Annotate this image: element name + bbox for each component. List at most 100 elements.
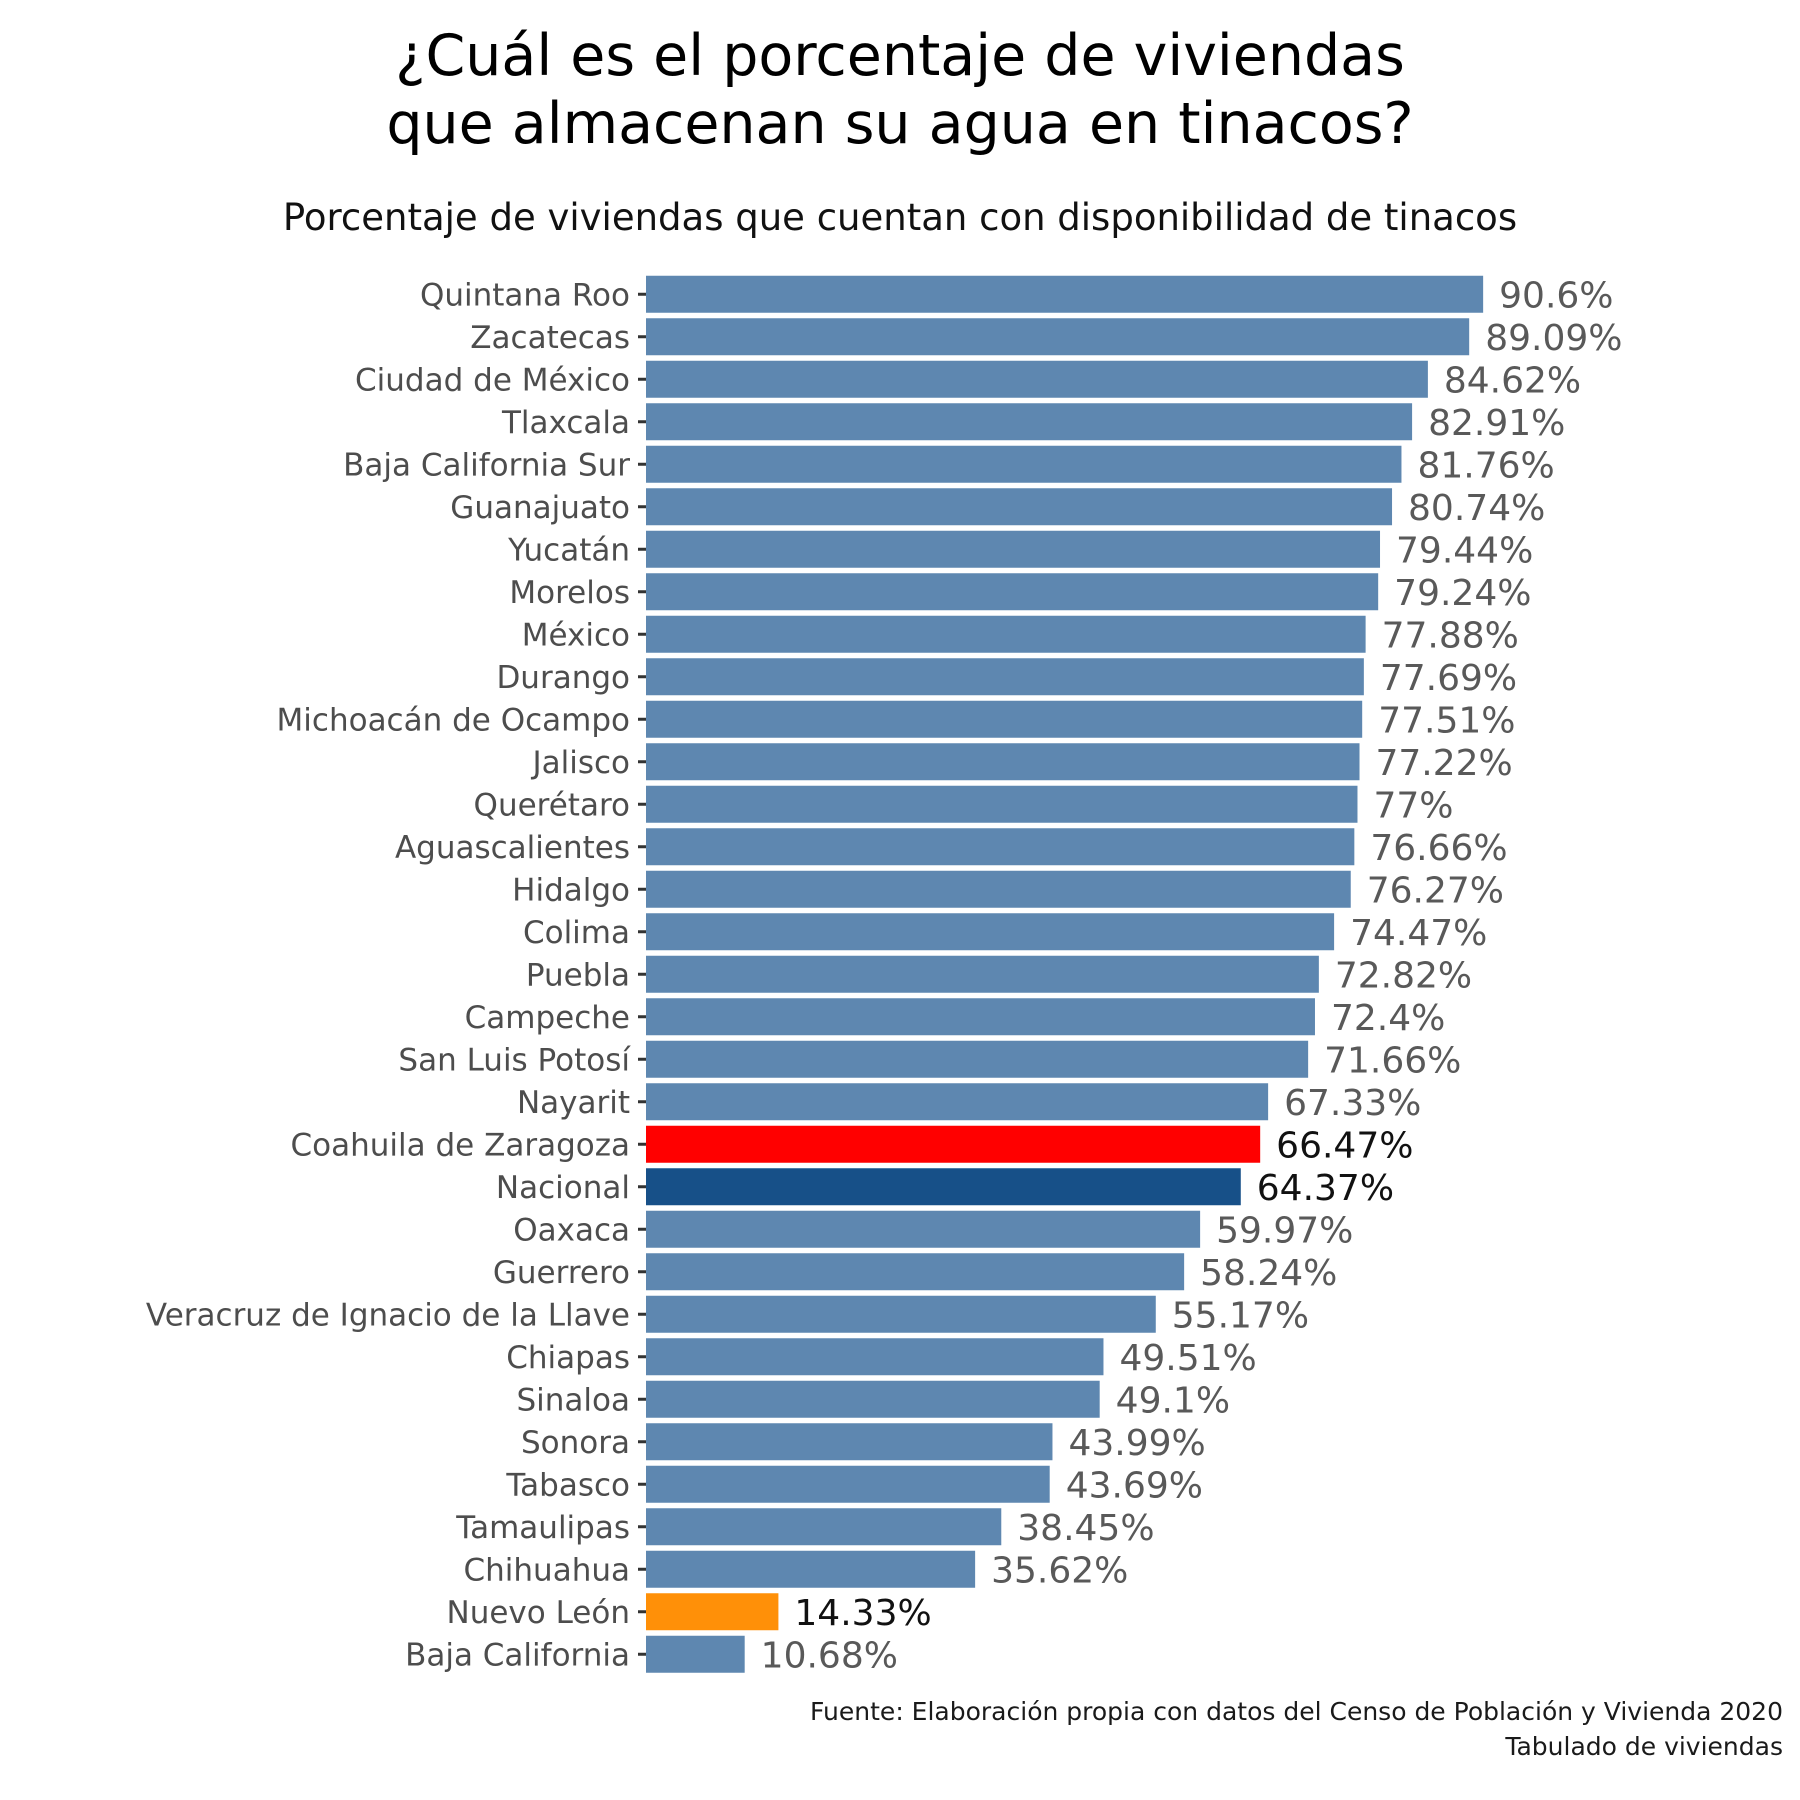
category-label-san-luis-potosi: San Luis Potosí: [398, 1042, 631, 1078]
value-label-guerrero: 58.24%: [1200, 1253, 1337, 1294]
value-label-durango: 77.69%: [1380, 658, 1517, 699]
value-label-mexico: 77.88%: [1382, 615, 1519, 656]
category-label-tamaulipas: Tamaulipas: [455, 1510, 630, 1546]
bar-tlaxcala: [646, 403, 1413, 441]
bar-aguascalientes: [646, 828, 1355, 866]
value-label-chihuahua: 35.62%: [991, 1550, 1128, 1591]
bar-nacional: [646, 1168, 1241, 1206]
bar-san-luis-potosi: [646, 1040, 1309, 1078]
bars-group: Quintana Roo 90.6% Zacatecas 89.09% Ciudad d…: [146, 275, 1623, 1676]
category-label-oaxaca: Oaxaca: [513, 1212, 630, 1248]
category-label-nacional: Nacional: [496, 1170, 630, 1206]
category-label-michoacan-de-ocampo: Michoacán de Ocampo: [277, 702, 630, 738]
value-label-zacatecas: 89.09%: [1485, 318, 1622, 359]
category-label-chiapas: Chiapas: [506, 1340, 630, 1376]
value-label-michoacan-de-ocampo: 77.51%: [1378, 700, 1515, 741]
bar-guanajuato: [646, 488, 1393, 526]
value-label-ciudad-de-mexico: 84.62%: [1444, 360, 1581, 401]
bar-mexico: [646, 615, 1366, 653]
category-label-hidalgo: Hidalgo: [512, 872, 630, 908]
bar-jalisco: [646, 743, 1360, 781]
bar-nayarit: [646, 1083, 1269, 1121]
bar-chiapas: [646, 1338, 1104, 1376]
value-label-sinaloa: 49.1%: [1116, 1380, 1230, 1421]
category-label-sinaloa: Sinaloa: [516, 1382, 630, 1418]
chart-caption: Fuente: Elaboración propia con datos del…: [810, 1697, 1783, 1761]
value-label-baja-california-sur: 81.76%: [1417, 445, 1554, 486]
bar-coahuila-de-zaragoza: [646, 1125, 1261, 1163]
bar-ciudad-de-mexico: [646, 360, 1428, 398]
category-label-tlaxcala: Tlaxcala: [501, 405, 630, 441]
category-label-veracruz-de-ignacio-de-la-llave: Veracruz de Ignacio de la Llave: [146, 1297, 630, 1333]
bar-baja-california-sur: [646, 445, 1402, 483]
value-label-morelos: 79.24%: [1394, 573, 1531, 614]
value-label-nayarit: 67.33%: [1284, 1083, 1421, 1124]
chart-title: ¿Cuál es el porcentaje de viviendas que a…: [386, 23, 1413, 157]
bar-baja-california: [646, 1635, 745, 1673]
category-label-chihuahua: Chihuahua: [464, 1552, 631, 1588]
bar-quintana-roo: [646, 275, 1484, 313]
category-label-queretaro: Querétaro: [474, 787, 630, 823]
category-label-coahuila-de-zaragoza: Coahuila de Zaragoza: [291, 1127, 630, 1163]
bar-durango: [646, 658, 1364, 696]
category-label-tabasco: Tabasco: [505, 1467, 630, 1503]
value-label-tabasco: 43.69%: [1066, 1465, 1203, 1506]
category-label-aguascalientes: Aguascalientes: [395, 830, 630, 866]
value-label-aguascalientes: 76.66%: [1370, 828, 1507, 869]
bar-tabasco: [646, 1465, 1050, 1503]
bar-chihuahua: [646, 1550, 976, 1588]
category-label-morelos: Morelos: [509, 575, 630, 611]
category-label-guanajuato: Guanajuato: [450, 490, 630, 526]
value-label-hidalgo: 76.27%: [1367, 870, 1504, 911]
bar-yucatan: [646, 530, 1381, 568]
value-label-guanajuato: 80.74%: [1408, 488, 1545, 529]
category-label-zacatecas: Zacatecas: [470, 320, 630, 356]
value-label-chiapas: 49.51%: [1119, 1338, 1256, 1379]
category-label-jalisco: Jalisco: [530, 745, 630, 781]
category-label-baja-california-sur: Baja California Sur: [343, 447, 630, 483]
value-label-sonora: 43.99%: [1068, 1423, 1205, 1464]
value-label-campeche: 72.4%: [1331, 998, 1445, 1039]
value-label-nacional: 64.37%: [1257, 1168, 1394, 1209]
category-label-nayarit: Nayarit: [517, 1085, 630, 1121]
value-label-quintana-roo: 90.6%: [1499, 275, 1613, 316]
value-label-oaxaca: 59.97%: [1216, 1210, 1353, 1251]
value-label-colima: 74.47%: [1350, 913, 1487, 954]
bar-queretaro: [646, 785, 1358, 823]
bar-guerrero: [646, 1253, 1185, 1291]
category-label-colima: Colima: [523, 915, 630, 951]
bar-oaxaca: [646, 1210, 1201, 1248]
value-label-yucatan: 79.44%: [1396, 530, 1533, 571]
category-label-nuevo-leon: Nuevo León: [447, 1595, 631, 1631]
bar-zacatecas: [646, 318, 1470, 356]
bar-veracruz-de-ignacio-de-la-llave: [646, 1295, 1156, 1333]
value-label-puebla: 72.82%: [1335, 955, 1472, 996]
category-label-sonora: Sonora: [521, 1425, 630, 1461]
bar-sinaloa: [646, 1380, 1100, 1418]
value-label-queretaro: 77%: [1373, 785, 1453, 826]
category-label-quintana-roo: Quintana Roo: [420, 277, 630, 313]
value-label-coahuila-de-zaragoza: 66.47%: [1276, 1125, 1413, 1166]
value-label-tamaulipas: 38.45%: [1017, 1508, 1154, 1549]
chart-subtitle: Porcentaje de viviendas que cuentan con …: [283, 196, 1517, 239]
bar-campeche: [646, 998, 1315, 1036]
category-label-mexico: México: [522, 617, 630, 653]
bar-michoacan-de-ocampo: [646, 700, 1363, 738]
category-label-guerrero: Guerrero: [493, 1255, 630, 1291]
bar-sonora: [646, 1423, 1053, 1461]
category-label-campeche: Campeche: [465, 1000, 630, 1036]
bar-puebla: [646, 955, 1319, 993]
bar-morelos: [646, 573, 1379, 611]
category-label-ciudad-de-mexico: Ciudad de México: [355, 362, 630, 398]
category-label-baja-california: Baja California: [405, 1637, 630, 1673]
bar-nuevo-leon: [646, 1593, 779, 1631]
bar-tamaulipas: [646, 1508, 1002, 1546]
value-label-veracruz-de-ignacio-de-la-llave: 55.17%: [1172, 1295, 1309, 1336]
category-label-yucatan: Yucatán: [507, 532, 630, 568]
value-label-nuevo-leon: 14.33%: [794, 1593, 931, 1634]
value-label-san-luis-potosi: 71.66%: [1324, 1040, 1461, 1081]
bar-colima: [646, 913, 1335, 951]
value-label-tlaxcala: 82.91%: [1428, 403, 1565, 444]
